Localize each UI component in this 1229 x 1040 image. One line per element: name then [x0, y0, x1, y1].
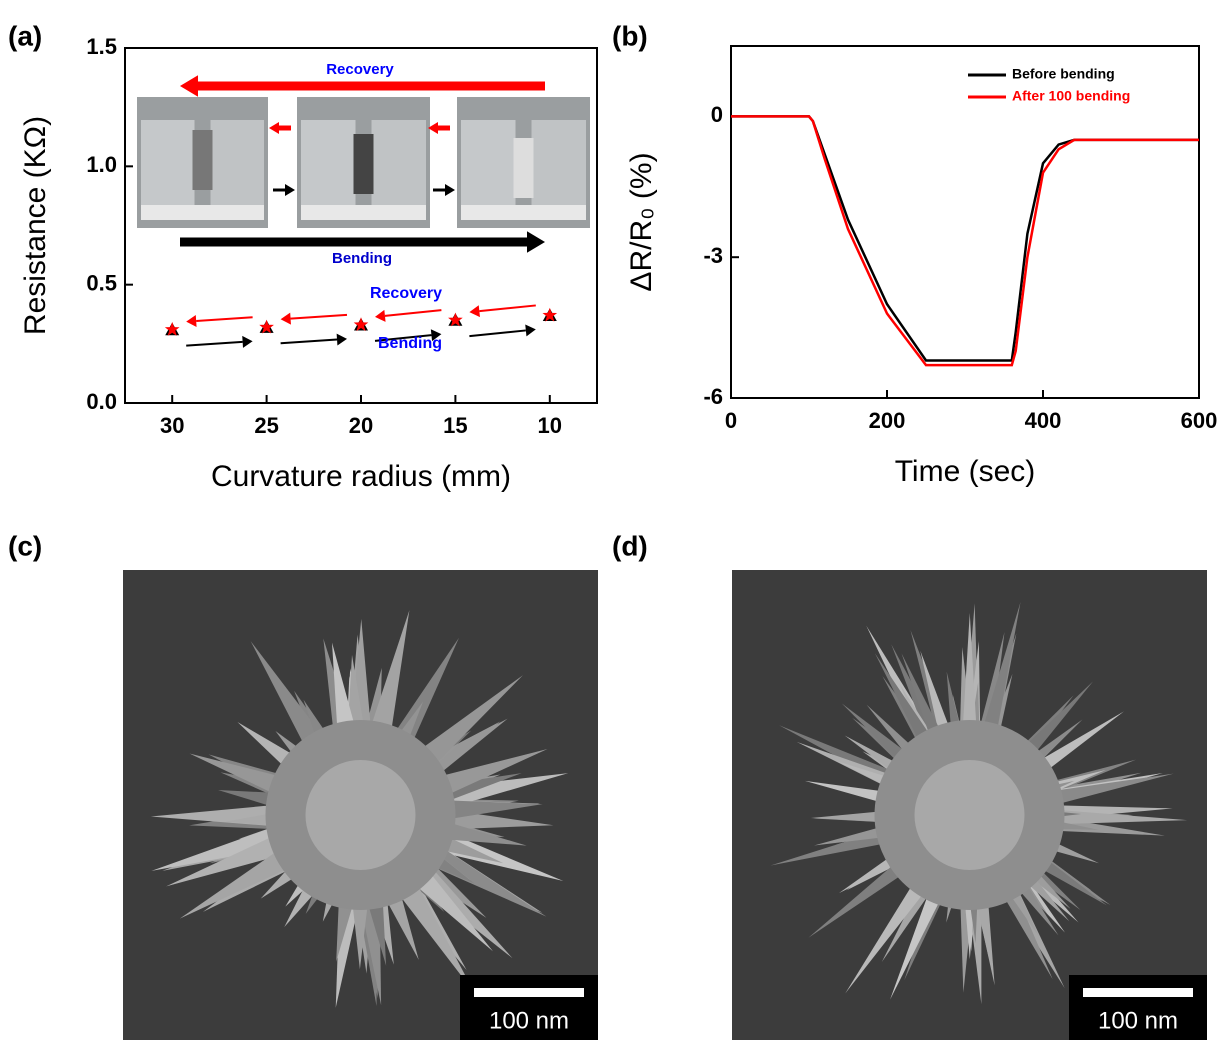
scale-bar — [1083, 988, 1193, 997]
arrow-shaft — [385, 310, 441, 316]
arrow-head — [281, 313, 291, 325]
photo-block — [211, 120, 265, 205]
arrow-shaft — [196, 317, 252, 321]
annotation: Recovery — [326, 61, 394, 78]
x-tick-label: 400 — [1025, 408, 1062, 433]
x-tick-label: 30 — [160, 413, 184, 438]
x-tick-label: 0 — [725, 408, 737, 433]
figure: (a) 0.0 0.5 1.0 1.5 30 25 20 15 10 Curvature radiu… — [0, 0, 1229, 1040]
arrow-shaft — [479, 305, 535, 311]
photo-sample — [354, 134, 374, 194]
arrow-shaft — [469, 330, 525, 336]
panel-label: (d) — [612, 530, 648, 561]
series-line — [731, 116, 1199, 360]
arrow-head — [269, 122, 279, 134]
arrow-head — [525, 324, 536, 336]
crystal-core — [915, 760, 1025, 870]
x-tick-label: 20 — [349, 413, 373, 438]
arrow-head — [337, 334, 347, 346]
series-line — [731, 116, 1199, 365]
arrow-head — [186, 315, 196, 327]
x-axis-label: Time (sec) — [895, 455, 1036, 488]
x-tick-label: 600 — [1181, 408, 1218, 433]
photo-block — [141, 120, 195, 205]
y-tick-label: 0 — [711, 102, 723, 127]
x-tick-label: 15 — [443, 413, 467, 438]
photo-block — [532, 120, 587, 205]
y-tick-label: 0.5 — [86, 270, 117, 295]
photo-ruler — [301, 205, 426, 220]
scale-bar-label: 100 nm — [489, 1007, 569, 1034]
y-axis-label: Resistance (KΩ) — [19, 116, 52, 335]
arrow-head — [242, 336, 252, 348]
arrow-shaft — [186, 342, 242, 346]
arrow-head — [375, 310, 386, 322]
annotation: Bending — [378, 335, 442, 352]
x-tick-label: 10 — [538, 413, 562, 438]
annotation: Recovery — [370, 285, 442, 302]
x-tick-label: 25 — [254, 413, 278, 438]
scale-bar-label: 100 nm — [1098, 1007, 1178, 1034]
crystal-core — [306, 760, 416, 870]
arrow-shaft — [291, 315, 347, 319]
photo-block — [461, 120, 516, 205]
arrow-head — [285, 184, 295, 196]
y-tick-label: 1.0 — [86, 152, 117, 177]
photo-block — [301, 120, 356, 205]
scale-bar — [474, 988, 584, 997]
y-tick-label: 0.0 — [86, 389, 117, 414]
legend-label: After 100 bending — [1012, 88, 1130, 104]
photo-block — [372, 120, 427, 205]
photo-ruler — [461, 205, 586, 220]
photo-sample — [193, 130, 213, 190]
annotation: Bending — [332, 250, 392, 267]
arrow-head — [527, 231, 545, 253]
arrow-head — [180, 75, 198, 97]
y-tick-label: 1.5 — [86, 34, 117, 59]
panel-label: (b) — [612, 20, 648, 51]
x-axis-label: Curvature radius (mm) — [211, 460, 511, 493]
panel-label: (a) — [8, 20, 42, 51]
arrow-shaft — [281, 340, 337, 344]
arrow-head — [445, 184, 455, 196]
y-axis-label: ΔR/R₀ (%) — [625, 152, 658, 291]
y-tick-label: -3 — [703, 243, 723, 268]
photo-sample — [514, 138, 534, 198]
legend-label: Before bending — [1012, 66, 1115, 82]
x-tick-label: 200 — [869, 408, 906, 433]
panel-label: (c) — [8, 530, 42, 561]
y-tick-label: -6 — [703, 384, 723, 409]
arrow-head — [469, 305, 480, 317]
photo-ruler — [141, 205, 264, 220]
